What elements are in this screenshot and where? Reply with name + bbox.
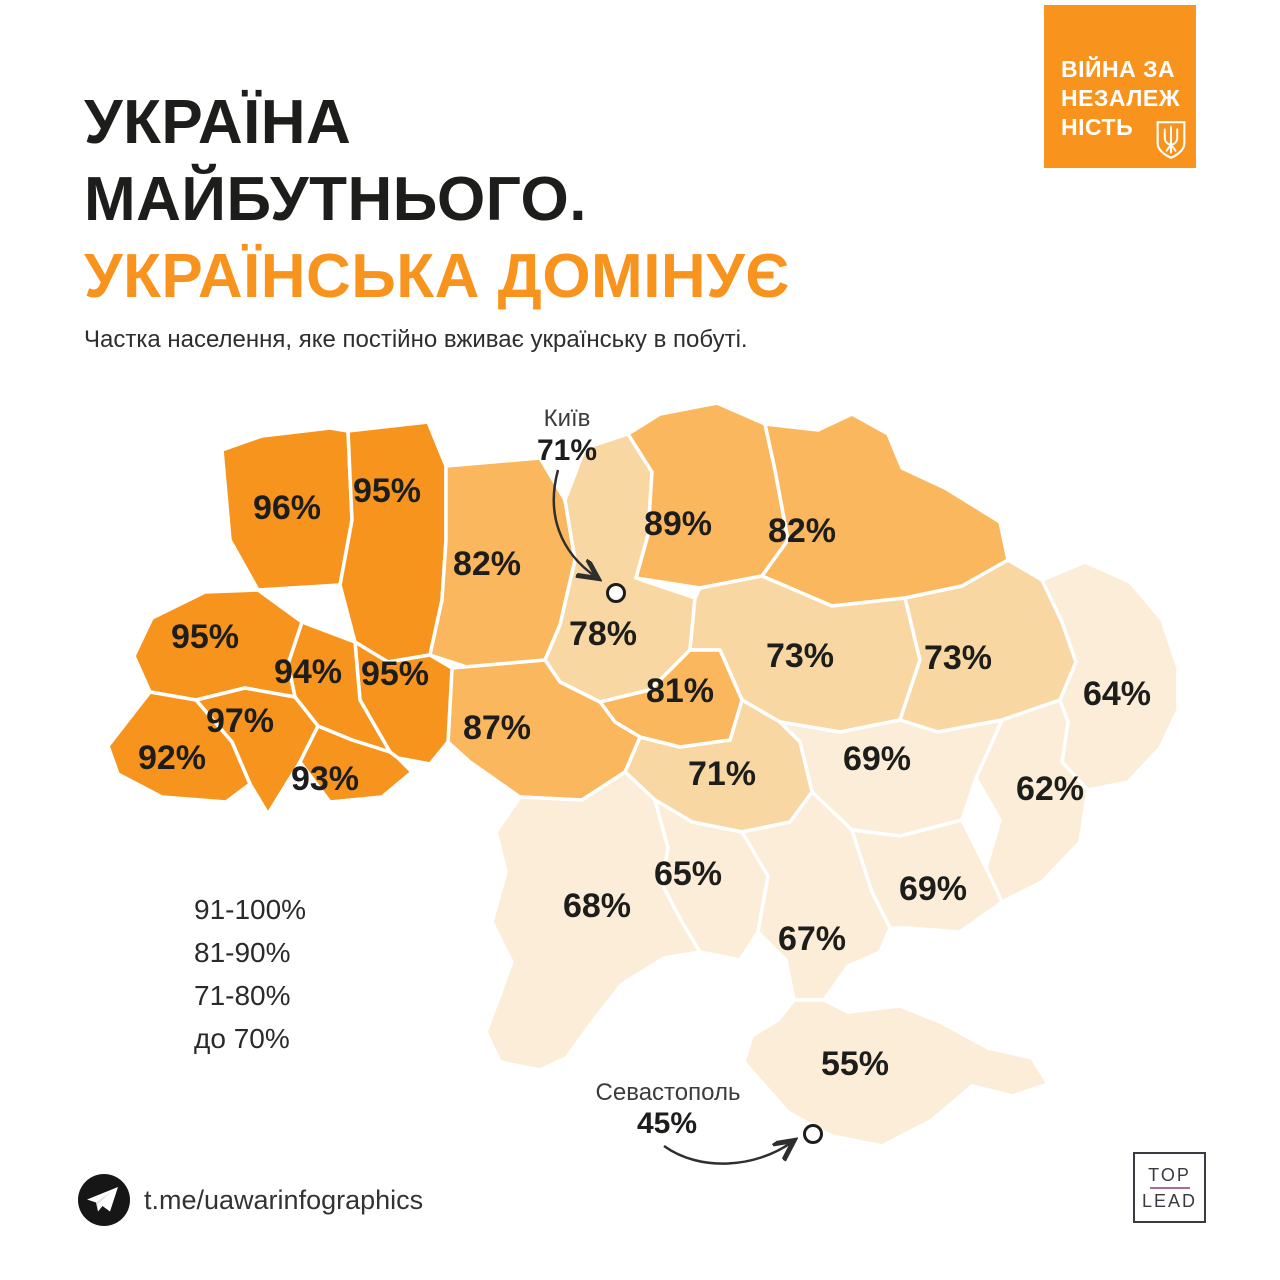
region-percent-label: 62% [1016,770,1084,808]
region-percent-label: 96% [253,489,321,527]
top-lead-lead: LEAD [1141,1190,1198,1211]
legend-swatch-71-80 [114,982,172,1009]
region-percent-label: 73% [924,639,992,677]
subtitle: Частка населення, яке постійно вживає ук… [84,326,748,353]
title-line-1: УКРАЇНА [84,88,352,157]
region-percent-label: 78% [569,615,637,653]
badge-line-3: НІСТЬ [1061,114,1134,140]
sevastopol-arrow [663,1142,792,1165]
legend-row: 71-80% [114,979,306,1011]
region-percent-label: 95% [361,655,429,693]
page-title: УКРАЇНА МАЙБУТНЬОГО. УКРАЇНСЬКА ДОМІНУЄ [84,84,1064,315]
map-region [653,798,770,962]
region-percent-label: 82% [768,512,836,550]
legend-swatch-91-100 [114,896,172,923]
map-region [1040,560,1180,792]
region-percent-label: 55% [821,1045,889,1083]
kyiv-city-marker [606,583,626,603]
region-percent-label: 95% [353,472,421,510]
legend-label: до 70% [194,1022,290,1054]
map-region [740,790,892,1002]
telegram-icon [78,1174,130,1226]
map-region [626,401,790,590]
kyiv-value: 71% [537,434,597,467]
map-region [446,658,642,802]
top-lead-logo: TOP LEAD [1133,1152,1206,1223]
map-region [974,698,1090,904]
region-percent-label: 73% [766,637,834,675]
sevastopol-city-marker [803,1124,823,1144]
region-percent-label: 92% [138,739,206,777]
legend-label: 71-80% [194,979,291,1011]
map-region [338,420,448,664]
title-line-3: УКРАЇНСЬКА ДОМІНУЄ [84,242,790,311]
region-percent-label: 71% [688,755,756,793]
sevastopol-value: 45% [637,1107,697,1140]
region-percent-label: 89% [644,505,712,543]
legend-label: 81-90% [194,936,291,968]
top-lead-top: TOP [1148,1164,1191,1185]
badge-line-2: НЕЗАЛЕЖ [1061,85,1181,111]
region-percent-label: 69% [899,870,967,908]
tryzub-shield-icon [1156,121,1186,159]
region-percent-label: 95% [171,618,239,656]
region-percent-label: 64% [1083,675,1151,713]
war-independence-badge: ВІЙНА ЗА НЕЗАЛЕЖ НІСТЬ [1044,5,1196,168]
legend-row: до 70% [114,1022,306,1054]
legend-swatch-under-70 [114,1025,172,1052]
legend-swatch-81-90 [114,939,172,966]
region-percent-label: 68% [563,887,631,925]
legend-row: 81-90% [114,936,306,968]
sevastopol-label: Севастополь [596,1079,741,1106]
map-legend: 91-100% 81-90% 71-80% до 70% [114,893,307,1068]
telegram-link[interactable]: t.me/uawarinfographics [144,1184,424,1215]
map-region [742,998,1050,1148]
region-percent-label: 93% [291,760,359,798]
badge-line-1: ВІЙНА ЗА [1061,56,1176,82]
region-percent-label: 97% [206,702,274,740]
map-region [298,724,414,804]
map-region [106,690,252,804]
region-percent-label: 65% [654,855,722,893]
title-line-2: МАЙБУТНЬОГО. [84,165,587,234]
header: УКРАЇНА МАЙБУТНЬОГО. УКРАЇНСЬКА ДОМІНУЄ … [84,84,1064,355]
kyiv-arrow [552,469,596,577]
footer: t.me/uawarinfographics [78,1174,423,1226]
region-percent-label: 82% [453,545,521,583]
legend-row: 91-100% [114,893,307,925]
region-percent-label: 67% [778,920,846,958]
legend-label: 91-100% [194,893,307,925]
map-region [850,818,1004,934]
region-percent-label: 81% [646,672,714,710]
region-percent-label: 87% [463,709,531,747]
map-region [760,412,1010,608]
top-lead-divider [1149,1186,1190,1189]
region-percent-label: 94% [274,653,342,691]
kyiv-label: Київ [544,405,591,432]
region-percent-label: 69% [843,740,911,778]
